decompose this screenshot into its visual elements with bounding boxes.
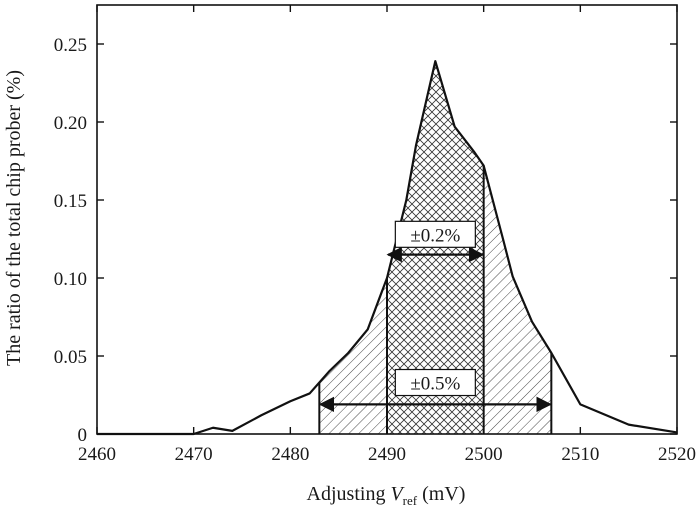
x-axis-ticks: 2460 2470 2480 2490 2500 2510 2520	[78, 5, 696, 465]
annotation-lines	[318, 165, 553, 434]
x-tick-label: 2460	[78, 444, 116, 465]
x-tick-label: 2500	[465, 444, 503, 465]
annotation-label-1: ±0.5%	[410, 374, 460, 395]
y-tick-label: 0.20	[54, 113, 87, 134]
y-tick-label: 0	[78, 425, 88, 446]
x-axis-title-unit: (mV)	[417, 483, 465, 505]
y-tick-label: 0.10	[54, 269, 87, 290]
y-tick-label: 0.05	[54, 347, 87, 368]
annotation-box-0	[394, 220, 476, 248]
annotation-label-0: ±0.2%	[410, 225, 460, 246]
x-axis-title-variable: V	[390, 483, 405, 505]
x-tick-label: 2520	[658, 444, 696, 465]
y-tick-label: 0.25	[54, 35, 87, 56]
x-axis-title: Adjusting Vref (mV)	[307, 483, 466, 508]
y-tick-label: 0.15	[54, 191, 87, 212]
x-tick-label: 2490	[368, 444, 406, 465]
annotation-labels: ±0.2% ±0.5%	[394, 220, 476, 397]
y-axis-ticks: 0 0.05 0.10 0.15 0.20 0.25	[54, 35, 677, 446]
x-axis-title-prefix: Adjusting	[307, 483, 391, 505]
annotation-box-1	[394, 368, 476, 397]
x-axis-title-subscript: ref	[403, 493, 418, 508]
x-tick-label: 2510	[561, 444, 599, 465]
x-tick-label: 2480	[271, 444, 309, 465]
y-axis-title: The ratio of the total chip prober (%)	[3, 70, 25, 366]
distribution-line	[97, 60, 678, 436]
x-tick-label: 2470	[175, 444, 213, 465]
